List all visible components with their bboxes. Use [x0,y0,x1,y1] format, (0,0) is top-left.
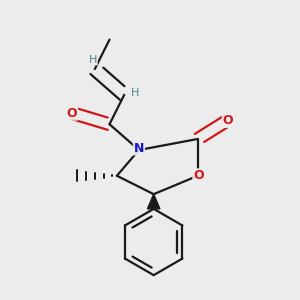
Text: O: O [223,114,233,127]
Text: O: O [193,169,204,182]
Text: H: H [89,55,97,65]
Polygon shape [147,194,160,209]
Text: N: N [134,142,144,155]
Text: O: O [67,107,77,120]
Text: H: H [131,88,140,98]
